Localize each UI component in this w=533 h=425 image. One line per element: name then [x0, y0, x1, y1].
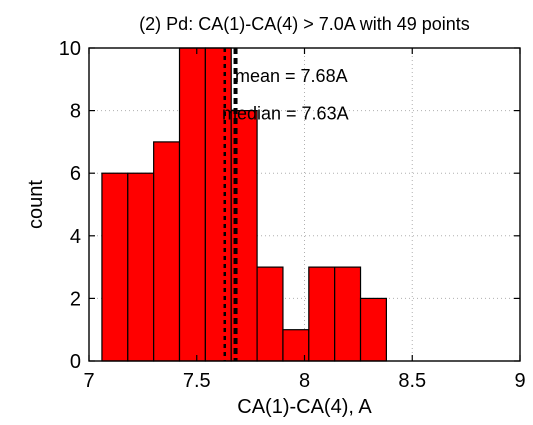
axis-ticks: 7 7.5 8 8.5 9 0 2 4 6 8 10 — [59, 38, 526, 392]
y-tick-label: 8 — [70, 101, 81, 123]
y-tick-label: 2 — [70, 288, 81, 310]
histogram-bar — [359, 297, 387, 362]
y-tick-label: 10 — [59, 38, 81, 60]
median-annotation: median = 7.63A — [222, 104, 349, 124]
x-tick-label: 7 — [83, 370, 94, 392]
x-tick-label: 8.5 — [398, 370, 426, 392]
y-axis-label: count — [25, 180, 47, 229]
y-tick-label: 6 — [70, 163, 81, 185]
histogram-bar — [127, 172, 155, 362]
histogram-bar — [153, 141, 181, 362]
mean-annotation: mean = 7.68A — [235, 66, 348, 86]
histogram-bar — [256, 266, 284, 362]
bars — [101, 47, 387, 362]
histogram-bar — [101, 172, 129, 362]
histogram-bar — [308, 266, 336, 362]
y-tick-label: 4 — [70, 226, 81, 248]
reference-lines — [223, 48, 238, 361]
x-tick-label: 7.5 — [183, 370, 211, 392]
x-tick-label: 8 — [299, 370, 310, 392]
histogram-bar — [204, 47, 232, 362]
chart-title: (2) Pd: CA(1)-CA(4) > 7.0A with 49 point… — [139, 14, 470, 34]
histogram-bar — [178, 47, 206, 362]
histogram-bar — [334, 266, 362, 362]
x-axis-label: CA(1)-CA(4), A — [237, 396, 372, 418]
x-tick-label: 9 — [514, 370, 525, 392]
y-tick-label: 0 — [70, 351, 81, 373]
